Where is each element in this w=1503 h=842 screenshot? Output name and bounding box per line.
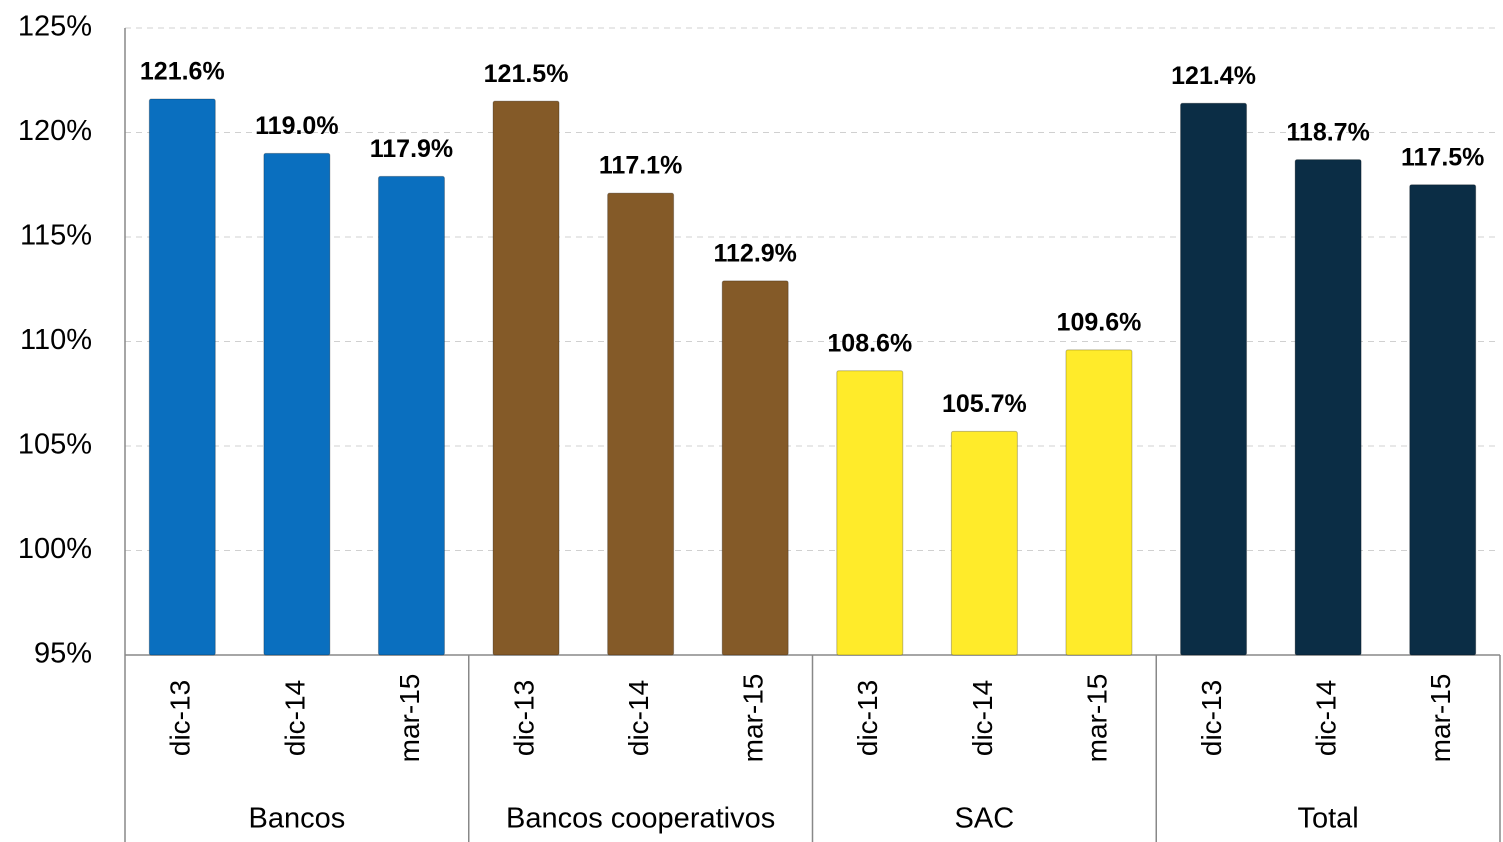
- value-label: 105.7%: [942, 390, 1027, 418]
- x-tick-label: dic-13: [165, 680, 196, 756]
- bar: [377, 175, 445, 656]
- value-label: 117.1%: [599, 152, 682, 180]
- value-label: 118.7%: [1286, 118, 1369, 146]
- y-tick-label: 120%: [18, 115, 92, 147]
- group-label: Bancos: [249, 803, 346, 835]
- group-label: Bancos cooperativos: [506, 803, 775, 835]
- bar: [263, 152, 331, 656]
- y-tick-label: 110%: [20, 324, 92, 356]
- value-label: 121.6%: [140, 58, 225, 86]
- x-tick-label: dic-13: [508, 680, 539, 756]
- x-tick-label: dic-14: [279, 680, 310, 756]
- y-tick-label: 125%: [18, 11, 92, 43]
- bar: [1065, 349, 1133, 656]
- x-tick-label: dic-14: [967, 680, 998, 756]
- value-label: 109.6%: [1057, 308, 1142, 336]
- bar: [950, 430, 1018, 656]
- x-tick-label: dic-14: [623, 680, 654, 756]
- value-label: 121.5%: [484, 60, 569, 88]
- bar: [1409, 184, 1477, 656]
- bar: [1294, 159, 1362, 656]
- value-label: 121.4%: [1171, 62, 1256, 90]
- bar: [148, 98, 216, 656]
- x-tick-label: mar-15: [1081, 674, 1112, 763]
- x-tick-label: dic-13: [852, 680, 883, 756]
- value-label: 112.9%: [713, 239, 796, 267]
- bar: [721, 280, 789, 656]
- bar: [607, 192, 675, 656]
- y-tick-label: 100%: [18, 533, 92, 565]
- group-label: Total: [1297, 803, 1358, 835]
- y-tick-label: 95%: [34, 638, 92, 670]
- x-tick-label: mar-15: [394, 674, 425, 763]
- value-label: 117.9%: [370, 135, 453, 163]
- value-label: 117.5%: [1401, 143, 1484, 171]
- x-tick-label: dic-14: [1311, 680, 1342, 756]
- y-tick-label: 115%: [20, 220, 92, 252]
- group-label: SAC: [955, 803, 1015, 835]
- value-label: 108.6%: [827, 329, 912, 357]
- bar: [492, 100, 560, 656]
- bar: [836, 370, 904, 656]
- x-tick-label: mar-15: [1425, 674, 1456, 763]
- x-tick-label: mar-15: [738, 674, 769, 763]
- x-tick-label: dic-13: [1196, 680, 1227, 756]
- y-tick-label: 105%: [18, 429, 92, 461]
- bar: [1180, 102, 1248, 656]
- value-label: 119.0%: [255, 112, 338, 140]
